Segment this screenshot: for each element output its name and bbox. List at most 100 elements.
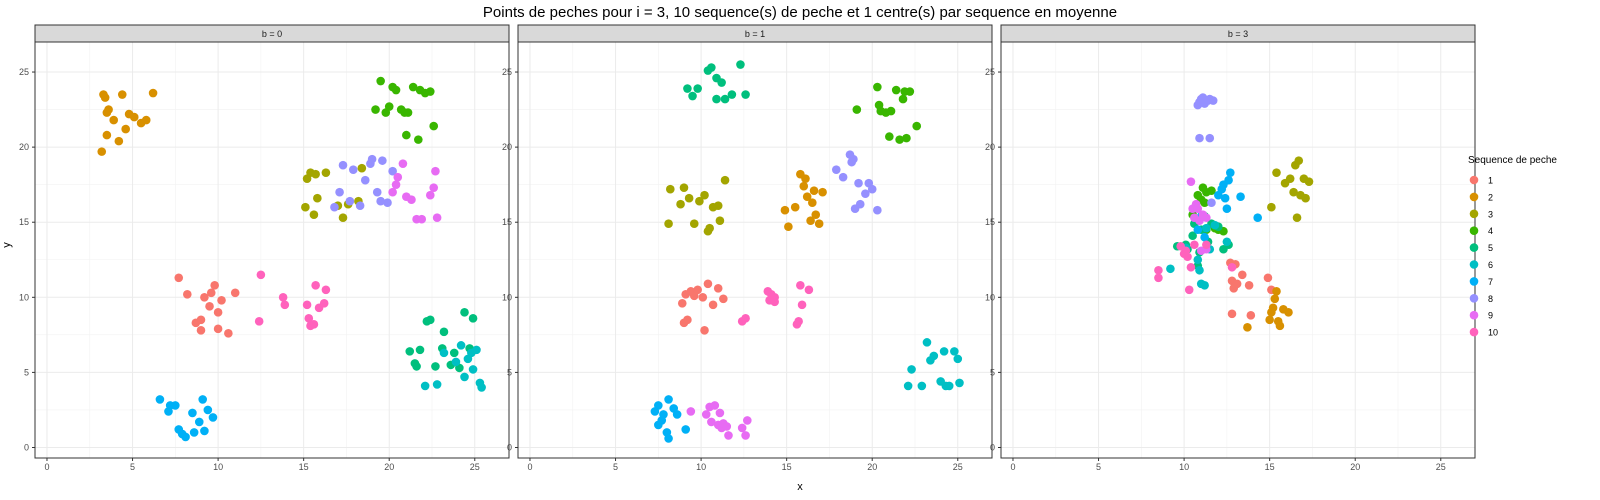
data-point-seq-9 [391, 180, 401, 189]
data-point-seq-10 [254, 317, 264, 326]
data-point-seq-10 [796, 280, 805, 290]
data-point-seq-1 [677, 299, 687, 308]
data-point-seq-7 [1226, 168, 1235, 177]
data-point-seq-8 [855, 199, 865, 209]
data-point-seq-10 [304, 314, 314, 323]
data-point-seq-1 [708, 300, 718, 310]
data-point-seq-6 [907, 365, 916, 374]
data-point-seq-2 [790, 202, 800, 212]
data-point-seq-10 [302, 300, 312, 310]
data-point-seq-8 [348, 165, 358, 174]
data-point-seq-10 [741, 314, 750, 323]
data-point-seq-6 [468, 365, 478, 374]
y-tick-label: 5 [990, 367, 995, 377]
data-point-seq-5 [1188, 231, 1197, 241]
legend-key: 4 [1469, 226, 1493, 236]
legend: Sequence de peche 1 2 3 4 5 6 7 8 9 10 [1468, 155, 1557, 338]
legend-key-marker [1469, 277, 1479, 286]
data-point-seq-6 [953, 354, 963, 364]
data-point-seq-9 [393, 172, 403, 182]
data-point-seq-9 [425, 190, 435, 200]
data-point-seq-1 [700, 326, 709, 335]
x-tick-label: 10 [213, 462, 223, 472]
panel-background [1001, 42, 1475, 458]
legend-key-label: 2 [1488, 192, 1493, 202]
data-point-seq-3 [666, 184, 675, 194]
data-point-seq-5 [688, 91, 697, 101]
data-point-seq-7 [203, 405, 213, 415]
data-point-seq-6 [456, 341, 466, 350]
x-tick-label: 15 [299, 462, 309, 472]
data-point-seq-3 [705, 223, 714, 233]
data-point-seq-2 [799, 181, 809, 191]
data-point-seq-2 [1268, 303, 1278, 313]
data-point-seq-4 [873, 82, 882, 92]
legend-key-marker [1469, 294, 1479, 303]
data-point-seq-1 [1244, 280, 1254, 290]
x-tick-label: 15 [782, 462, 792, 472]
data-point-seq-6 [1210, 220, 1220, 230]
x-axis-title: x [797, 481, 803, 493]
data-point-seq-6 [451, 357, 461, 367]
facet-strip-label: b = 3 [1228, 29, 1248, 39]
data-point-seq-4 [376, 76, 385, 86]
y-tick-label: 5 [24, 367, 29, 377]
panel-border [34, 41, 510, 459]
legend-key-label: 10 [1488, 328, 1498, 338]
data-point-seq-5 [405, 347, 415, 356]
data-point-seq-8 [831, 165, 841, 174]
data-point-seq-1 [224, 329, 233, 338]
data-point-seq-5 [736, 60, 745, 69]
chart-title: Points de peches pour i = 3, 10 sequence… [483, 4, 1117, 21]
data-point-seq-9 [388, 187, 397, 197]
data-point-seq-7 [1253, 213, 1262, 223]
data-point-seq-10 [280, 300, 290, 310]
data-point-seq-3 [684, 193, 694, 203]
data-point-seq-10 [278, 293, 288, 302]
data-point-seq-4 [885, 132, 894, 141]
data-point-seq-7 [1222, 204, 1232, 213]
data-point-seq-3 [689, 219, 699, 229]
data-point-seq-2 [784, 222, 793, 232]
data-point-seq-1 [1232, 279, 1242, 289]
data-point-seq-7 [659, 410, 668, 419]
data-point-seq-6 [1202, 223, 1211, 233]
data-point-seq-3 [1267, 202, 1276, 212]
data-point-seq-4 [891, 85, 901, 95]
data-point-seq-6 [922, 338, 932, 347]
data-point-seq-7 [654, 401, 663, 410]
x-tick-label: 0 [44, 462, 49, 472]
data-point-seq-1 [200, 293, 209, 302]
data-point-seq-7 [198, 395, 207, 404]
legend-key-marker [1469, 209, 1479, 219]
legend-key-marker [1469, 175, 1479, 185]
legend-key-label: 3 [1488, 209, 1493, 219]
data-point-seq-2 [109, 115, 119, 125]
data-point-seq-2 [1275, 321, 1285, 331]
data-point-seq-6 [1200, 280, 1209, 290]
data-point-seq-10 [1184, 285, 1194, 295]
data-point-seq-1 [174, 273, 184, 283]
data-point-seq-1 [183, 290, 192, 299]
data-point-seq-2 [114, 136, 124, 146]
data-point-seq-6 [955, 378, 964, 388]
y-tick-label: 15 [985, 217, 995, 227]
data-point-seq-9 [398, 159, 408, 168]
data-point-seq-4 [403, 108, 413, 117]
data-point-seq-7 [1236, 192, 1245, 201]
data-point-seq-9 [722, 422, 732, 431]
data-point-seq-8 [355, 201, 365, 210]
data-point-seq-2 [121, 124, 130, 134]
data-point-seq-6 [903, 381, 913, 391]
data-point-seq-10 [1186, 262, 1196, 272]
data-point-seq-8 [330, 202, 339, 212]
legend-key-marker [1469, 243, 1479, 252]
data-point-seq-3 [720, 175, 730, 185]
data-point-seq-1 [213, 308, 223, 317]
data-point-seq-4 [408, 82, 418, 92]
data-point-seq-9 [407, 195, 416, 204]
data-point-seq-3 [700, 190, 709, 200]
data-point-seq-3 [676, 199, 685, 209]
data-point-seq-6 [917, 381, 927, 391]
data-point-seq-10 [311, 280, 320, 290]
